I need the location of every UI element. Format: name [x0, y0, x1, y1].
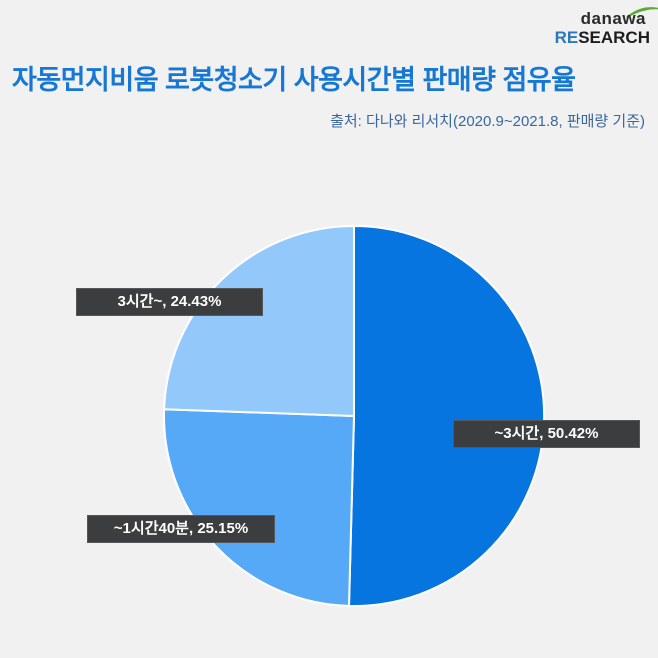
logo-brand-text: danawa	[580, 9, 646, 28]
danawa-research-logo: danawa RESEARCH	[550, 7, 658, 47]
page-title: 자동먼지비움 로봇청소기 사용시간별 판매량 점유율	[12, 65, 576, 95]
pie-slice-2	[163, 225, 355, 417]
pie-label-3hours-plus: 3시간~, 24.43%	[76, 288, 263, 316]
logo-research-re: RE	[554, 27, 579, 47]
pie-slice-0	[347, 225, 546, 607]
pie-slice-1	[163, 408, 355, 607]
pie-label-under-3hours: ~3시간, 50.42%	[453, 420, 640, 448]
pie-label-under-1hour40min: ~1시간40분, 25.15%	[87, 515, 275, 543]
logo-research-text: RESEARCH	[550, 27, 650, 47]
source-note: 출처: 다나와 리서치(2020.9~2021.8, 판매량 기준)	[330, 113, 645, 130]
logo-research-search: SEARCH	[578, 27, 650, 47]
logo-swoosh-icon	[626, 4, 658, 25]
